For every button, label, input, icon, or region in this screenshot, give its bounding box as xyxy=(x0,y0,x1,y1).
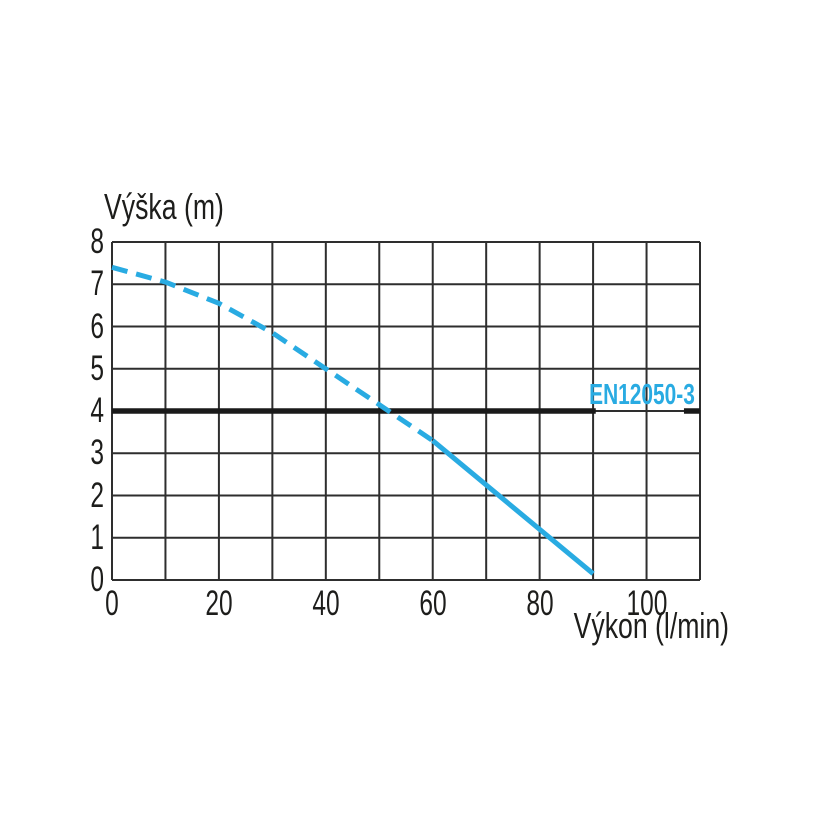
y-axis-title: Výška (m) xyxy=(104,186,224,227)
y-tick-label: 7 xyxy=(90,264,104,303)
pump-curve-solid xyxy=(431,438,595,576)
y-tick-label: 6 xyxy=(90,307,104,346)
y-tick-label: 5 xyxy=(90,349,104,388)
plot-area xyxy=(111,241,701,581)
y-tick-label: 0 xyxy=(90,560,104,599)
y-tick-label: 8 xyxy=(90,222,104,261)
x-tick-label: 100 xyxy=(626,584,668,623)
reference-line-label: EN12050-3 xyxy=(589,379,695,411)
y-tick-label: 1 xyxy=(90,518,104,557)
x-tick-label: 60 xyxy=(419,584,447,623)
x-tick-label: 40 xyxy=(312,584,340,623)
x-tick-label: 20 xyxy=(205,584,233,623)
x-tick-label: 0 xyxy=(105,584,119,623)
y-tick-label: 4 xyxy=(90,391,104,430)
pump-curve-dashed xyxy=(111,264,435,443)
x-axis-title: Výkon (l/min) xyxy=(573,605,729,646)
x-tick-label: 80 xyxy=(526,584,554,623)
y-tick-label: 3 xyxy=(90,433,104,472)
y-tick-label: 2 xyxy=(90,476,104,515)
